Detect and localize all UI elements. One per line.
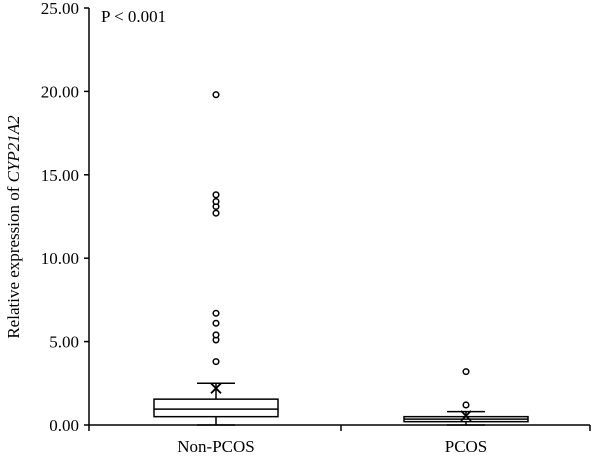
y-axis-title-gene: CYP21A2	[4, 115, 23, 183]
outlier-point	[462, 401, 470, 409]
outlier-point	[212, 197, 220, 206]
y-tick-label: 0.00	[49, 416, 79, 435]
y-axis-ticks: 0.00 5.00 10.00 15.00 20.00 25.00	[41, 0, 89, 435]
x-axis-ticks: Non-PCOS PCOS	[88, 425, 591, 456]
y-tick-label: 20.00	[41, 82, 79, 101]
box-group	[403, 368, 529, 426]
outlier-point	[212, 209, 220, 217]
p-value-annotation: P < 0.001	[101, 7, 166, 26]
mean-marker-stroke-b	[460, 410, 472, 422]
outlier-point	[212, 358, 220, 366]
outlier-point	[212, 309, 220, 317]
axes	[88, 8, 590, 426]
outlier-point	[212, 331, 220, 339]
y-tick-label: 5.00	[49, 333, 79, 352]
boxes	[153, 91, 529, 426]
y-tick-label: 10.00	[41, 249, 79, 268]
x-tick-label: PCOS	[445, 437, 488, 456]
y-axis-title: Relative expression of CYP21A2	[4, 115, 23, 339]
x-tick-label: Non-PCOS	[177, 437, 254, 456]
outlier-point	[212, 319, 220, 327]
outlier-point	[212, 91, 220, 99]
outlier-point	[462, 368, 470, 376]
iqr-box	[153, 398, 279, 418]
box-group	[153, 91, 279, 426]
y-tick-label: 15.00	[41, 166, 79, 185]
y-axis-title-prefix: Relative expression of	[4, 182, 23, 338]
outlier-point	[212, 191, 220, 199]
y-tick-label: 25.00	[41, 0, 79, 18]
mean-marker-stroke-b	[210, 382, 222, 394]
